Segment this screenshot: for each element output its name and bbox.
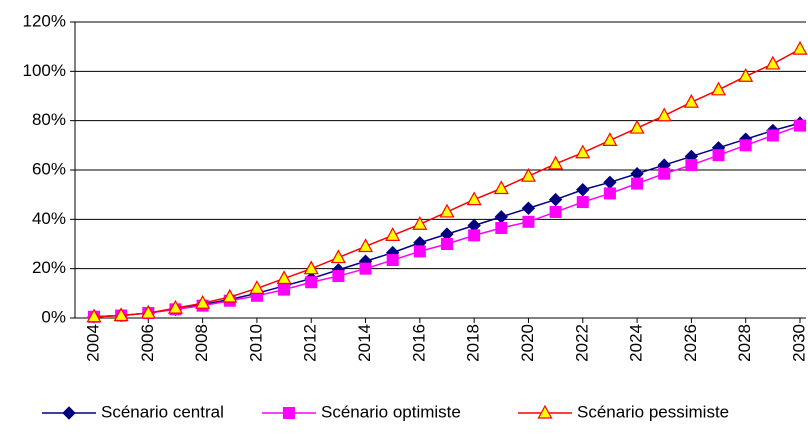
marker <box>358 238 374 253</box>
y-tick-label: 120% <box>23 11 66 30</box>
marker <box>576 183 590 197</box>
x-tick-label: 2026 <box>681 324 700 362</box>
marker <box>685 159 698 172</box>
x-tick-label: 2028 <box>735 324 754 362</box>
legend-marker <box>283 407 295 419</box>
marker <box>548 155 564 170</box>
marker <box>520 167 536 182</box>
x-tick-label: 2012 <box>301 324 320 362</box>
marker <box>712 149 725 162</box>
marker <box>792 40 808 55</box>
y-tick-label: 20% <box>32 258 66 277</box>
marker <box>385 227 401 241</box>
marker <box>548 192 563 207</box>
marker <box>549 205 562 218</box>
marker <box>195 294 211 309</box>
series <box>87 116 807 324</box>
marker <box>222 288 238 303</box>
x-tick-label: 2020 <box>518 324 537 362</box>
marker <box>278 283 291 296</box>
series-line <box>93 122 801 318</box>
marker <box>276 270 292 285</box>
marker <box>603 187 616 200</box>
legend-label: Scénario pessimiste <box>577 402 729 421</box>
legend-item: Scénario central <box>42 402 224 421</box>
marker <box>521 201 536 215</box>
marker <box>466 191 482 206</box>
series <box>86 40 808 323</box>
marker <box>468 229 481 242</box>
marker <box>330 249 346 264</box>
legend-label: Scénario central <box>101 402 224 421</box>
series-line <box>93 48 801 318</box>
marker <box>413 245 426 258</box>
x-tick-label: 2024 <box>627 324 646 362</box>
x-tick-label: 2022 <box>572 324 591 362</box>
marker <box>765 55 781 70</box>
legend-marker <box>537 404 553 419</box>
marker <box>332 270 345 283</box>
series <box>88 119 806 323</box>
marker <box>794 119 806 132</box>
marker <box>738 68 754 82</box>
x-tick-label: 2004 <box>83 324 102 362</box>
y-tick-label: 100% <box>23 61 66 80</box>
marker <box>167 299 183 314</box>
marker <box>576 196 589 209</box>
marker <box>439 203 455 218</box>
marker <box>603 175 617 190</box>
marker <box>86 308 102 323</box>
x-tick-label: 2006 <box>138 324 157 362</box>
marker <box>305 276 318 289</box>
marker <box>602 132 618 146</box>
y-tick-label: 0% <box>41 307 66 326</box>
marker <box>683 93 699 108</box>
y-tick-label: 40% <box>32 209 66 228</box>
legend-marker <box>62 406 76 420</box>
marker <box>629 119 645 134</box>
legend-label: Scénario optimiste <box>321 402 461 421</box>
marker <box>711 81 727 96</box>
marker <box>386 254 399 267</box>
marker <box>359 262 372 275</box>
marker <box>658 167 671 180</box>
legend-item: Scénario optimiste <box>262 402 461 421</box>
marker <box>522 215 535 228</box>
x-tick-label: 2016 <box>409 324 428 362</box>
marker <box>113 307 129 322</box>
marker <box>441 238 453 250</box>
legend-item: Scénario pessimiste <box>518 402 729 421</box>
marker <box>656 107 672 122</box>
marker <box>739 139 752 152</box>
x-tick-label: 2030 <box>789 324 808 362</box>
y-tick-label: 80% <box>32 110 66 129</box>
marker <box>495 221 508 234</box>
x-tick-label: 2008 <box>192 324 211 362</box>
x-tick-label: 2014 <box>355 324 374 362</box>
marker <box>140 304 156 319</box>
marker <box>575 144 591 159</box>
y-tick-label: 60% <box>32 159 66 178</box>
marker <box>493 180 509 195</box>
x-tick-label: 2018 <box>464 324 483 362</box>
marker <box>412 216 428 230</box>
marker <box>766 129 779 142</box>
marker <box>631 177 644 190</box>
marker <box>303 260 319 275</box>
marker <box>249 280 265 294</box>
x-tick-label: 2010 <box>246 324 265 362</box>
marker <box>494 210 509 224</box>
